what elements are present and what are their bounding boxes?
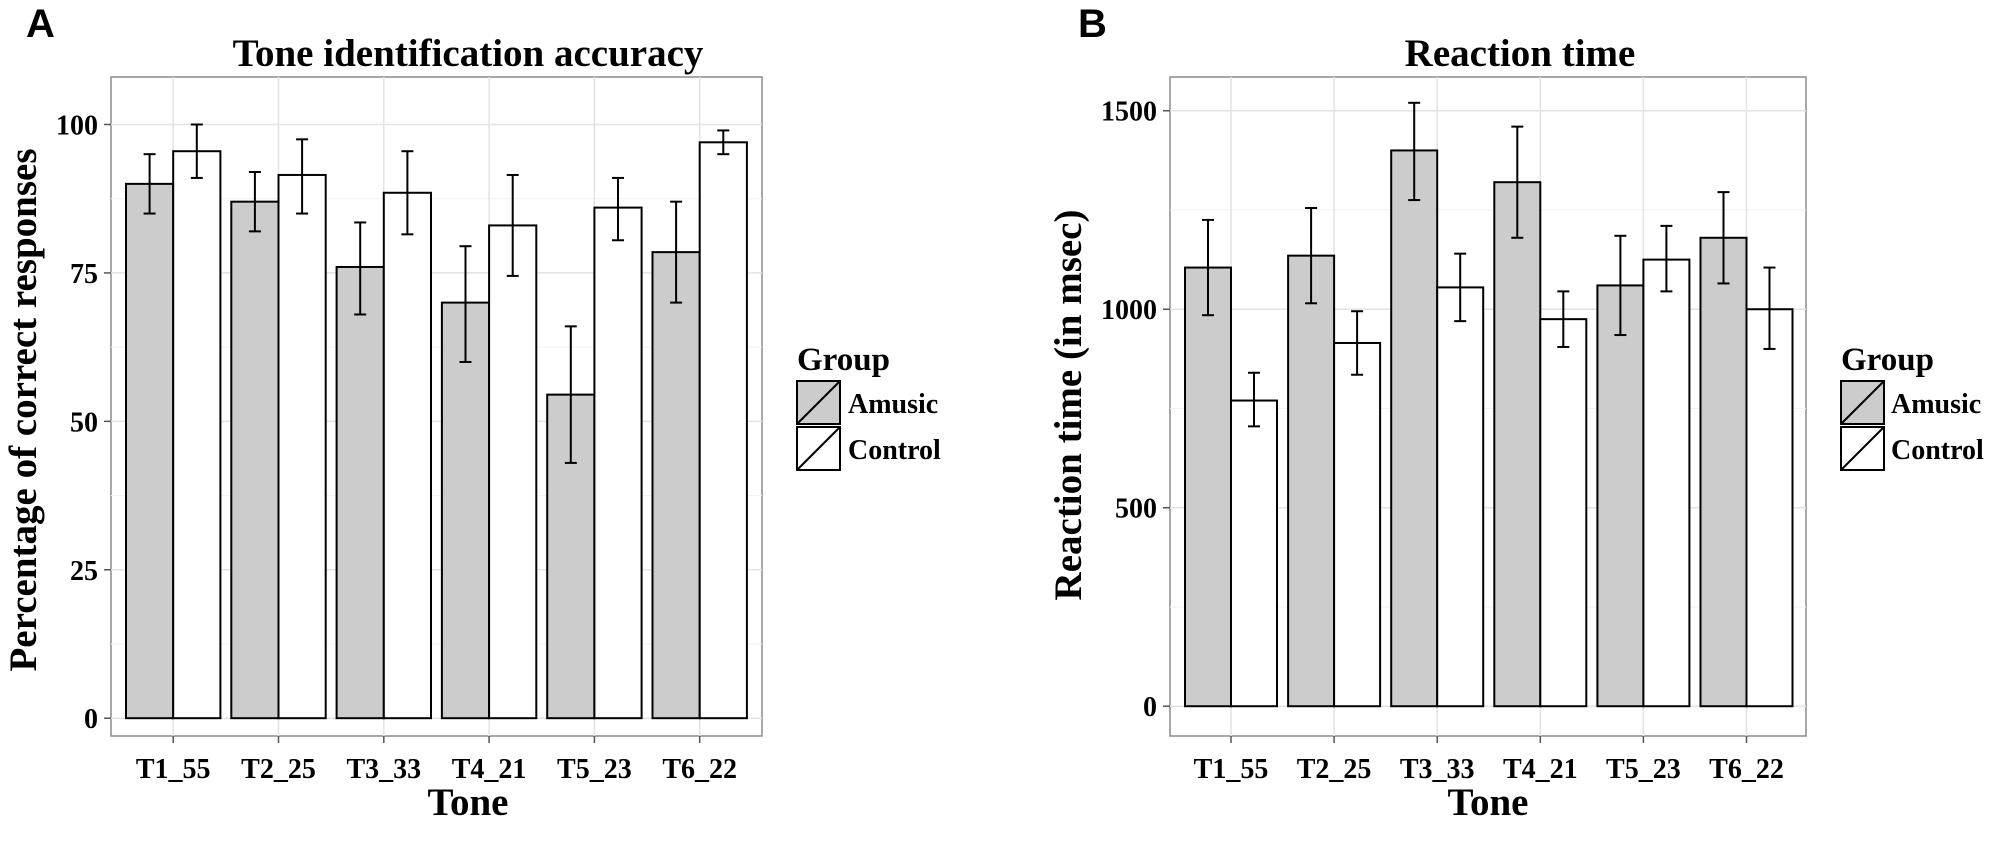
legend-label-amusic: Amusic [1891, 389, 1981, 420]
y-tick-label: 1000 [1101, 295, 1157, 326]
y-tick-label: 0 [84, 704, 98, 735]
bar-control [1745, 308, 1794, 708]
panel-b-x-ticks: T1_55 T2_25 T3_33 T4_21 T5_23 T6_22 [1194, 736, 1784, 785]
bar-control [382, 191, 432, 720]
x-tick-label: T1_55 [1194, 754, 1269, 785]
panel-a-error-bars [143, 123, 730, 464]
bar-amusic [230, 200, 280, 720]
bar-amusic [1390, 149, 1439, 708]
panel-a-legend-title: Group [797, 342, 890, 378]
bar-amusic [1287, 254, 1336, 708]
panel-b-title: Reaction time [1405, 32, 1636, 75]
x-tick-label: T3_33 [1400, 754, 1475, 785]
bar-control [488, 224, 538, 720]
bar-amusic [125, 182, 175, 720]
panel-a-x-ticks: T1_55 T2_25 T3_33 T4_21 T5_23 T6_22 [136, 736, 737, 785]
legend-label-control: Control [848, 435, 941, 466]
x-tick-label: T5_23 [1606, 754, 1681, 785]
panel-a-letter: A [26, 2, 55, 46]
bar-control [277, 173, 327, 720]
y-tick-label: 100 [56, 110, 98, 141]
bar-amusic [1493, 181, 1542, 708]
legend-swatch-slash-icon [1840, 426, 1885, 471]
bar-control [172, 150, 222, 720]
panel-b-y-ticks: 0 500 1000 1500 [1101, 97, 1170, 723]
y-tick-label: 75 [70, 259, 98, 290]
panel-a: A Tone identification accuracy 0 25 50 75 10… [2, 2, 941, 824]
bar-control [1230, 399, 1278, 708]
panel-a-title: Tone identification accuracy [233, 32, 704, 75]
y-tick-label: 500 [1115, 494, 1157, 525]
bar-amusic [335, 265, 385, 720]
x-tick-label: T4_21 [1503, 754, 1578, 785]
bar-control [1436, 286, 1485, 708]
x-tick-label: T2_25 [1297, 754, 1372, 785]
bar-control [1539, 318, 1588, 708]
legend-label-amusic: Amusic [848, 389, 938, 420]
y-tick-label: 25 [70, 556, 98, 587]
x-tick-label: T6_22 [662, 754, 737, 785]
bar-control [698, 141, 748, 720]
x-tick-label: T4_21 [452, 754, 527, 785]
bar-amusic [651, 251, 701, 720]
x-tick-label: T6_22 [1709, 754, 1784, 785]
panel-a-y-axis-title: Percentage of correct responses [2, 148, 45, 671]
bar-control [1333, 341, 1382, 708]
panel-b-legend-title: Group [1841, 342, 1934, 378]
bar-control [593, 206, 643, 720]
legend-swatch-slash-icon [796, 426, 841, 471]
bar-amusic [1184, 266, 1232, 708]
x-tick-label: T3_33 [346, 754, 421, 785]
legend-swatch-slash-icon [796, 380, 841, 425]
panel-b-x-axis-title: Tone [1448, 781, 1529, 824]
legend-label-control: Control [1891, 435, 1984, 466]
x-tick-label: T2_25 [241, 754, 316, 785]
legend-swatch-slash-icon [1840, 380, 1885, 425]
y-tick-label: 50 [70, 407, 98, 438]
panel-b-bars [1184, 149, 1794, 708]
panel-b-letter: B [1078, 2, 1107, 46]
y-tick-label: 0 [1143, 692, 1157, 723]
panel-b-y-axis-title: Reaction time (in msec) [1047, 210, 1090, 601]
x-tick-label: T1_55 [136, 754, 211, 785]
panel-a-legend: Group Amusic Control [796, 342, 941, 471]
y-tick-label: 1500 [1101, 97, 1157, 128]
x-tick-label: T5_23 [557, 754, 632, 785]
bar-amusic [1596, 284, 1645, 708]
bar-amusic [440, 301, 491, 720]
panel-b-error-bars [1202, 101, 1776, 428]
panel-b-legend: Group Amusic Control [1840, 342, 1984, 471]
panel-a-x-axis-title: Tone [428, 781, 509, 824]
bar-control [1642, 258, 1691, 708]
bar-amusic [1699, 236, 1748, 708]
panel-a-y-ticks: 0 25 50 75 100 [56, 110, 111, 735]
